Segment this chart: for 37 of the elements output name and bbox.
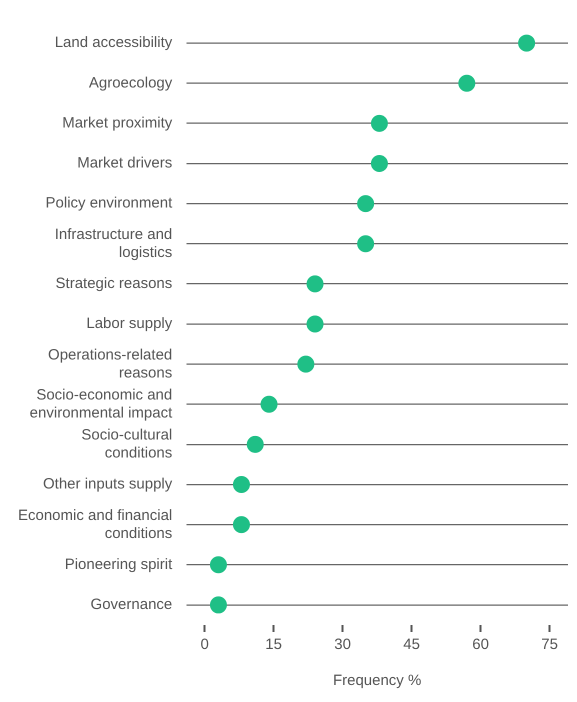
x-tick-label: 15 — [265, 636, 282, 654]
x-tick-label: 0 — [200, 636, 209, 654]
point — [306, 316, 324, 332]
point — [210, 596, 227, 614]
y-tick-label: Pioneering spirit — [64, 556, 174, 573]
point — [232, 476, 250, 494]
y-tick-label: Agroecology — [88, 74, 173, 92]
y-tick-label: Market proximity — [62, 114, 173, 132]
point — [210, 556, 227, 574]
y-tick-label: Socio-economic and environmental impact — [30, 386, 174, 422]
y-tick-label: Infrastructure and logistics — [54, 226, 172, 261]
y-tick-label: Socio-cultural conditions — [81, 426, 172, 462]
point — [370, 154, 388, 172]
y-tick-label: Policy environment — [46, 194, 174, 212]
point — [370, 114, 388, 132]
y-tick-label: Land accessibility — [54, 34, 173, 52]
y-tick-label: Market drivers — [77, 154, 172, 172]
y-tick-label: Governance — [90, 596, 172, 614]
x-axis-title: Frequency % — [332, 672, 422, 690]
point — [357, 235, 374, 252]
x-tick-label: 75 — [541, 636, 558, 654]
x-tick-label: 45 — [403, 636, 420, 654]
y-tick-label: Economic and financial conditions — [18, 506, 172, 542]
point — [518, 34, 536, 52]
point — [458, 74, 476, 92]
point — [306, 275, 324, 292]
point — [232, 516, 250, 534]
y-tick-label: Labor supply — [86, 315, 173, 332]
point — [260, 396, 278, 413]
y-tick-label: Other inputs supply — [43, 476, 173, 493]
x-tick-label: 60 — [472, 636, 489, 654]
y-tick-label: Strategic reasons — [56, 275, 172, 292]
point — [357, 195, 374, 212]
x-tick-label: 30 — [334, 636, 351, 654]
point — [297, 356, 314, 373]
point — [246, 436, 264, 453]
y-tick-label: Operations-related reasons — [48, 346, 172, 382]
